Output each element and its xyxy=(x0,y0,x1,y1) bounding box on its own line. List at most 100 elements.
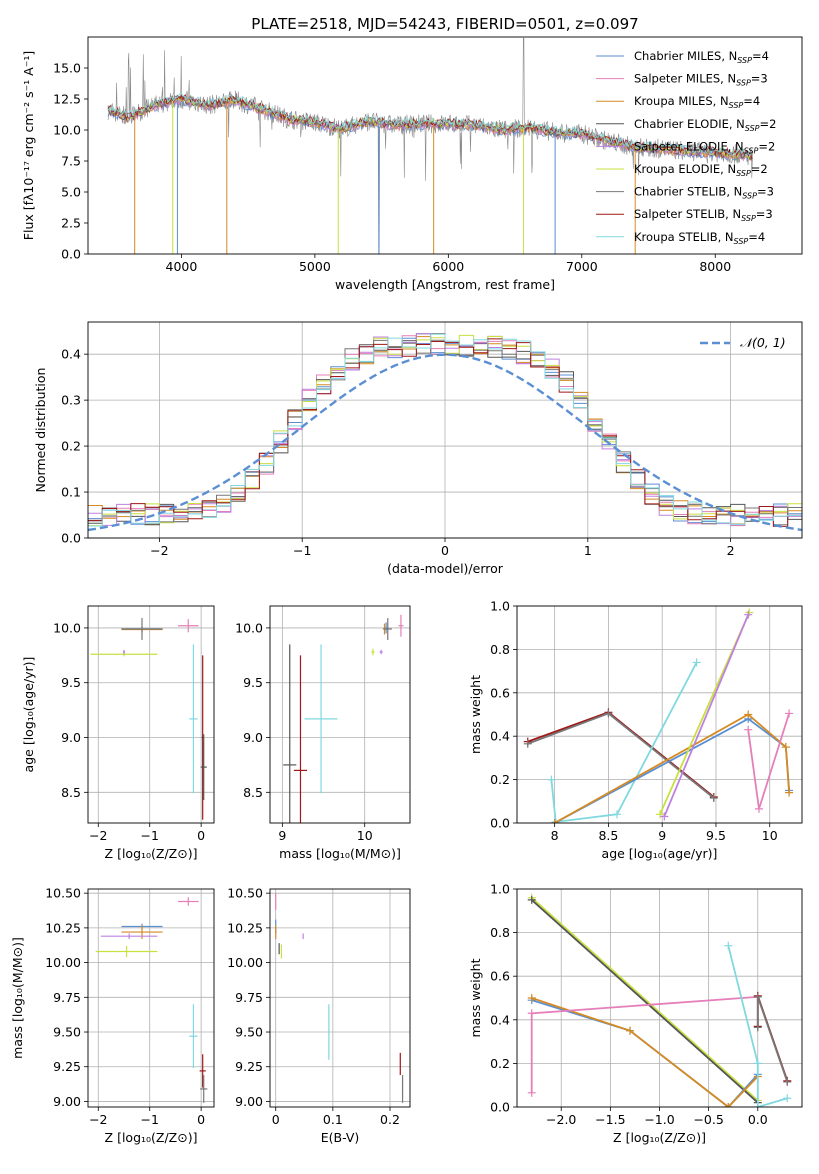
x-tick-label: 6000 xyxy=(432,259,464,274)
x-tick-label: 0 xyxy=(197,828,205,843)
x-axis-label: (data-model)/error xyxy=(387,561,504,576)
weight-line-kroupa_elodie xyxy=(531,897,759,1102)
x-tick-label: 5000 xyxy=(299,259,331,274)
x-tick-label: −1 xyxy=(293,543,311,558)
y-axis-label: Normed distribution xyxy=(33,368,48,493)
y-tick-label: 10.25 xyxy=(45,920,81,935)
weight-marker-salpeter_miles xyxy=(785,709,794,718)
panel-mass_vs_Z: −2 −1 0 9.00 9.25 9.50 9.75 10.00 10.25 10.50 Z [l… xyxy=(10,886,215,1145)
y-tick-label: 1.0 xyxy=(490,599,510,614)
y-tick-label: 0.1 xyxy=(61,485,81,500)
x-tick-label: 0.1 xyxy=(323,1112,343,1127)
y-tick-label: 8.5 xyxy=(61,785,81,800)
plot-area-weight_vs_age xyxy=(523,608,794,823)
x-tick-label: 1 xyxy=(584,543,592,558)
legend-label-chabrier_miles: Chabrier MILES, NSSP=4 xyxy=(634,49,769,65)
x-tick-label: 0.2 xyxy=(380,1112,400,1127)
plot-area-age_vs_mass xyxy=(283,614,404,823)
weight-marker-salpeter_elodie xyxy=(660,812,669,821)
axes-frame xyxy=(516,888,803,1108)
x-tick-label: 8.5 xyxy=(598,828,618,843)
axes-frame xyxy=(87,36,803,255)
x-axis-label: Z [log₁₀(Z/Z⊙)] xyxy=(613,1130,706,1145)
panel-age_vs_mass: 9 10 8.5 9.0 9.5 10.0 mass [log₁₀(M/M⊙)] xyxy=(235,605,411,861)
x-axis-label: age [log₁₀(age/yr)] xyxy=(602,846,718,861)
weight-marker-salpeter_miles xyxy=(527,1009,536,1018)
y-tick-label: 9.5 xyxy=(61,675,81,690)
weight-marker-chabrier_stelib xyxy=(753,1023,762,1032)
x-tick-label: 2 xyxy=(727,543,735,558)
legend-label-kroupa_elodie: Kroupa ELODIE, NSSP=2 xyxy=(634,162,768,178)
x-tick-label: 0 xyxy=(197,1112,205,1127)
weight-marker-kroupa_miles xyxy=(785,788,794,797)
weight-marker-kroupa_miles xyxy=(744,710,753,719)
x-tick-label: 10 xyxy=(762,828,778,843)
y-tick-label: 0.8 xyxy=(490,925,510,940)
weight-line-chabrier_elodie xyxy=(531,899,759,1104)
y-axis-label: mass [log₁₀(M/M⊙)] xyxy=(10,937,25,1059)
y-tick-label: 12.5 xyxy=(53,92,81,107)
plot-area-weight_vs_Z xyxy=(527,893,792,1107)
weight-marker-salpeter_miles xyxy=(527,1088,536,1097)
legend-label-chabrier_stelib: Chabrier STELIB, NSSP=3 xyxy=(634,185,774,201)
residual-hist-chabrier_elodie xyxy=(88,333,802,526)
x-axis-label: Z [log₁₀(Z/Z⊙)] xyxy=(105,846,198,861)
weight-marker-kroupa_stelib xyxy=(547,775,556,784)
legend-label-salpeter_elodie: Salpeter ELODIE, NSSP=2 xyxy=(634,139,775,155)
y-tick-label: 10.0 xyxy=(53,620,81,635)
y-tick-label: 9.75 xyxy=(53,990,81,1005)
figure-title: PLATE=2518, MJD=54243, FIBERID=0501, z=0… xyxy=(251,15,638,33)
weight-marker-kroupa_miles xyxy=(527,994,536,1002)
x-tick-label: −1 xyxy=(140,828,158,843)
y-tick-label: 10.0 xyxy=(53,123,81,138)
legend-label-kroupa_miles: Kroupa MILES, NSSP=4 xyxy=(634,94,760,110)
x-tick-label: 9 xyxy=(658,828,666,843)
y-tick-label: 0.6 xyxy=(490,969,510,984)
panel-weight_vs_Z: −2.0 −1.5 −1.0 −0.5 0.0 0.0 0.2 0.4 0.6 0.8 1.0 Z [… xyxy=(468,882,803,1145)
legend-label-kroupa_stelib: Kroupa STELIB, NSSP=4 xyxy=(634,230,765,246)
gaussian-curve xyxy=(88,353,802,532)
y-tick-label: 0.8 xyxy=(490,642,510,657)
weight-marker-kroupa_miles xyxy=(626,1026,635,1035)
y-tick-label: 9.00 xyxy=(235,1094,263,1109)
weight-line-kroupa_miles xyxy=(554,713,790,823)
y-tick-label: 0.0 xyxy=(490,1100,510,1115)
y-tick-label: 10.00 xyxy=(227,955,263,970)
y-tick-label: 5.0 xyxy=(61,185,81,200)
weight-marker-chabrier_stelib xyxy=(523,739,532,748)
y-axis-label: Flux [fλ10⁻¹⁷ erg cm⁻² s⁻¹ A⁻¹] xyxy=(21,51,36,240)
y-tick-label: 0.4 xyxy=(490,1012,510,1027)
x-axis-label: wavelength [Angstrom, rest frame] xyxy=(335,277,555,292)
weight-marker-chabrier_stelib xyxy=(604,709,613,718)
y-tick-label: 15.0 xyxy=(53,61,81,76)
x-tick-label: 8000 xyxy=(699,259,731,274)
y-tick-label: 7.5 xyxy=(61,154,81,169)
y-tick-label: 0.2 xyxy=(61,439,81,454)
x-tick-label: 7000 xyxy=(566,259,598,274)
weight-marker-kroupa_miles xyxy=(550,819,559,823)
y-tick-label: 10.25 xyxy=(227,920,263,935)
y-tick-label: 0.2 xyxy=(490,1056,510,1071)
panel-mass_vs_ebv: 0 0.1 0.2 9.00 9.25 9.50 9.75 10.00 10.25 10.50 E(… xyxy=(227,886,411,1145)
y-tick-label: 8.5 xyxy=(243,785,263,800)
y-tick-label: 9.5 xyxy=(243,675,263,690)
legend-label-salpeter_stelib: Salpeter STELIB, NSSP=3 xyxy=(634,207,773,223)
weight-marker-chabrier_stelib xyxy=(709,794,718,803)
weight-marker-kroupa_elodie xyxy=(656,810,665,819)
weight-marker-kroupa_stelib xyxy=(724,941,733,950)
y-tick-label: 10.0 xyxy=(235,620,263,635)
x-tick-label: −0.5 xyxy=(693,1112,723,1127)
spectrum-model-kroupa_stelib xyxy=(107,92,754,158)
x-tick-label: −2.0 xyxy=(546,1112,576,1127)
axes-frame xyxy=(87,888,215,1108)
y-tick-label: 9.0 xyxy=(243,730,263,745)
x-tick-label: −1 xyxy=(140,1112,158,1127)
spectrum-legend: Chabrier MILES, NSSP=4 Salpeter MILES, NS… xyxy=(596,49,776,246)
y-tick-label: 10.50 xyxy=(227,886,263,901)
y-tick-label: 9.75 xyxy=(235,990,263,1005)
y-tick-label: 9.0 xyxy=(61,730,81,745)
x-tick-label: −2 xyxy=(89,828,107,843)
weight-marker-kroupa_miles xyxy=(781,743,790,752)
x-axis-label: E(B-V) xyxy=(321,1130,360,1145)
